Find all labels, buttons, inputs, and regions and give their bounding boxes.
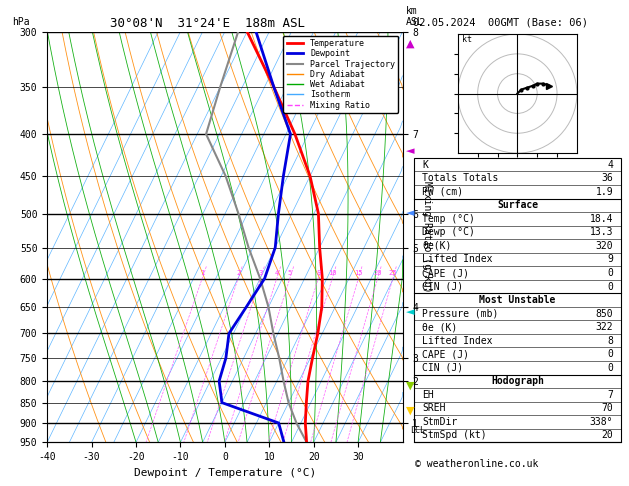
Text: StmSpd (kt): StmSpd (kt) [422, 431, 487, 440]
Text: Hodograph: Hodograph [491, 376, 544, 386]
Text: 18.4: 18.4 [589, 214, 613, 224]
Text: ▲: ▲ [406, 38, 415, 48]
Text: Most Unstable: Most Unstable [479, 295, 556, 305]
Text: Pressure (mb): Pressure (mb) [422, 309, 499, 319]
Text: 0: 0 [607, 281, 613, 292]
Text: Surface: Surface [497, 200, 538, 210]
Text: © weatheronline.co.uk: © weatheronline.co.uk [415, 459, 538, 469]
Text: Dewp (°C): Dewp (°C) [422, 227, 475, 238]
Text: 13.3: 13.3 [589, 227, 613, 238]
Text: ◄: ◄ [406, 208, 415, 219]
Text: LCL: LCL [409, 426, 425, 435]
Text: θe (K): θe (K) [422, 322, 457, 332]
Text: 9: 9 [607, 255, 613, 264]
Text: StmDir: StmDir [422, 417, 457, 427]
Text: 20: 20 [601, 431, 613, 440]
Text: ◄: ◄ [406, 146, 415, 156]
Text: 15: 15 [354, 270, 363, 276]
Text: 20: 20 [374, 270, 382, 276]
Text: Temp (°C): Temp (°C) [422, 214, 475, 224]
Text: ◄: ◄ [406, 308, 415, 317]
Text: 25: 25 [389, 270, 397, 276]
Text: 7: 7 [607, 390, 613, 400]
Text: 8: 8 [607, 336, 613, 346]
Legend: Temperature, Dewpoint, Parcel Trajectory, Dry Adiabat, Wet Adiabat, Isotherm, Mi: Temperature, Dewpoint, Parcel Trajectory… [284, 36, 398, 113]
Y-axis label: Mixing Ratio (g/kg): Mixing Ratio (g/kg) [422, 181, 432, 293]
Text: Lifted Index: Lifted Index [422, 336, 493, 346]
Text: 0: 0 [607, 349, 613, 359]
Text: K: K [422, 160, 428, 170]
Text: 4: 4 [275, 270, 279, 276]
Text: 1: 1 [200, 270, 204, 276]
Text: 2: 2 [236, 270, 240, 276]
Text: 5: 5 [287, 270, 292, 276]
Text: CAPE (J): CAPE (J) [422, 268, 469, 278]
Text: EH: EH [422, 390, 434, 400]
Text: kt: kt [462, 35, 472, 44]
Text: 322: 322 [596, 322, 613, 332]
Text: 1.9: 1.9 [596, 187, 613, 197]
Text: hPa: hPa [12, 17, 30, 28]
Text: 02.05.2024  00GMT (Base: 06): 02.05.2024 00GMT (Base: 06) [413, 17, 588, 27]
Text: PW (cm): PW (cm) [422, 187, 464, 197]
Text: 338°: 338° [589, 417, 613, 427]
Text: Totals Totals: Totals Totals [422, 173, 499, 183]
Text: 3: 3 [259, 270, 262, 276]
Text: 70: 70 [601, 403, 613, 414]
Text: CIN (J): CIN (J) [422, 281, 464, 292]
X-axis label: Dewpoint / Temperature (°C): Dewpoint / Temperature (°C) [134, 468, 316, 478]
Text: ▼: ▼ [406, 406, 415, 416]
Text: 36: 36 [601, 173, 613, 183]
Text: CIN (J): CIN (J) [422, 363, 464, 373]
Text: km
ASL: km ASL [406, 6, 424, 28]
Text: 8: 8 [316, 270, 320, 276]
Text: θe(K): θe(K) [422, 241, 452, 251]
Text: SREH: SREH [422, 403, 446, 414]
Text: Lifted Index: Lifted Index [422, 255, 493, 264]
Text: 4: 4 [607, 160, 613, 170]
Text: ▼: ▼ [406, 381, 415, 390]
Text: 0: 0 [607, 363, 613, 373]
Text: 10: 10 [328, 270, 337, 276]
Text: 0: 0 [607, 268, 613, 278]
Text: 850: 850 [596, 309, 613, 319]
Title: 30°08'N  31°24'E  188m ASL: 30°08'N 31°24'E 188m ASL [109, 17, 304, 31]
Text: 320: 320 [596, 241, 613, 251]
Text: CAPE (J): CAPE (J) [422, 349, 469, 359]
